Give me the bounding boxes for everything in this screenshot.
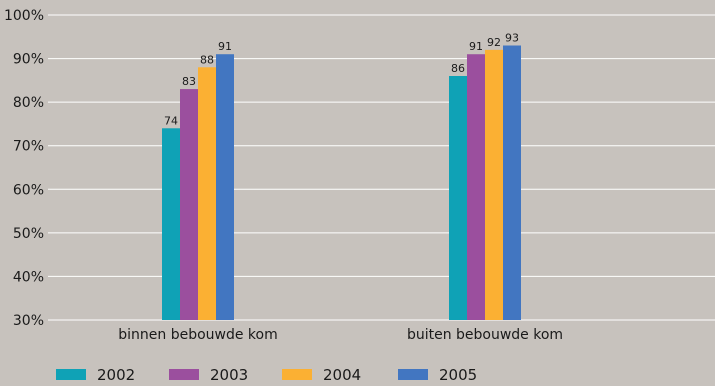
- y-tick-label-50: 50%: [13, 226, 44, 242]
- legend-swatch-2002: [56, 369, 86, 380]
- y-tick-label-60: 60%: [13, 182, 44, 198]
- data-label-2003-1: 83: [182, 75, 196, 88]
- legend: 2002 2003 2004 2005: [56, 366, 477, 384]
- bars: [162, 45, 521, 321]
- data-label-2004-2: 92: [487, 36, 501, 49]
- legend-swatch-2003: [169, 369, 199, 380]
- legend-label-2004: 2004: [323, 366, 361, 384]
- bar-2002-1: [162, 128, 180, 320]
- bar-2003-2: [467, 54, 485, 320]
- y-tick-label-70: 70%: [13, 139, 44, 155]
- data-label-2002-2: 86: [451, 62, 465, 75]
- data-labels: 74 83 88 91 86 91 92 93: [164, 32, 519, 128]
- y-axis-tick-labels: 30% 40% 50% 60% 70% 80% 90% 100%: [4, 8, 44, 329]
- y-tick-label-100: 100%: [4, 8, 44, 24]
- bar-2005-2: [503, 45, 521, 320]
- bar-2005-1: [216, 54, 234, 320]
- gridlines: [48, 14, 715, 321]
- y-tick-label-90: 90%: [13, 52, 44, 68]
- legend-label-2002: 2002: [97, 366, 135, 384]
- category-label-1: binnen bebouwde kom: [118, 327, 278, 343]
- legend-swatch-2005: [398, 369, 428, 380]
- data-label-2004-1: 88: [200, 53, 214, 66]
- y-tick-label-80: 80%: [13, 95, 44, 111]
- legend-label-2003: 2003: [210, 366, 248, 384]
- category-label-2: buiten bebouwde kom: [407, 327, 563, 343]
- bar-2004-1: [198, 67, 216, 321]
- bar-2004-2: [485, 49, 503, 320]
- bar-2002-2: [449, 76, 467, 320]
- legend-label-2005: 2005: [439, 366, 477, 384]
- y-tick-label-40: 40%: [13, 269, 44, 285]
- data-label-2005-2: 93: [505, 32, 519, 45]
- data-label-2002-1: 74: [164, 114, 178, 127]
- bar-2003-1: [180, 89, 198, 320]
- data-label-2003-2: 91: [469, 40, 483, 53]
- data-label-2005-1: 91: [218, 40, 232, 53]
- legend-swatch-2004: [282, 369, 312, 380]
- category-labels: binnen bebouwde kom buiten bebouwde kom: [118, 327, 563, 343]
- y-tick-label-30: 30%: [13, 313, 44, 329]
